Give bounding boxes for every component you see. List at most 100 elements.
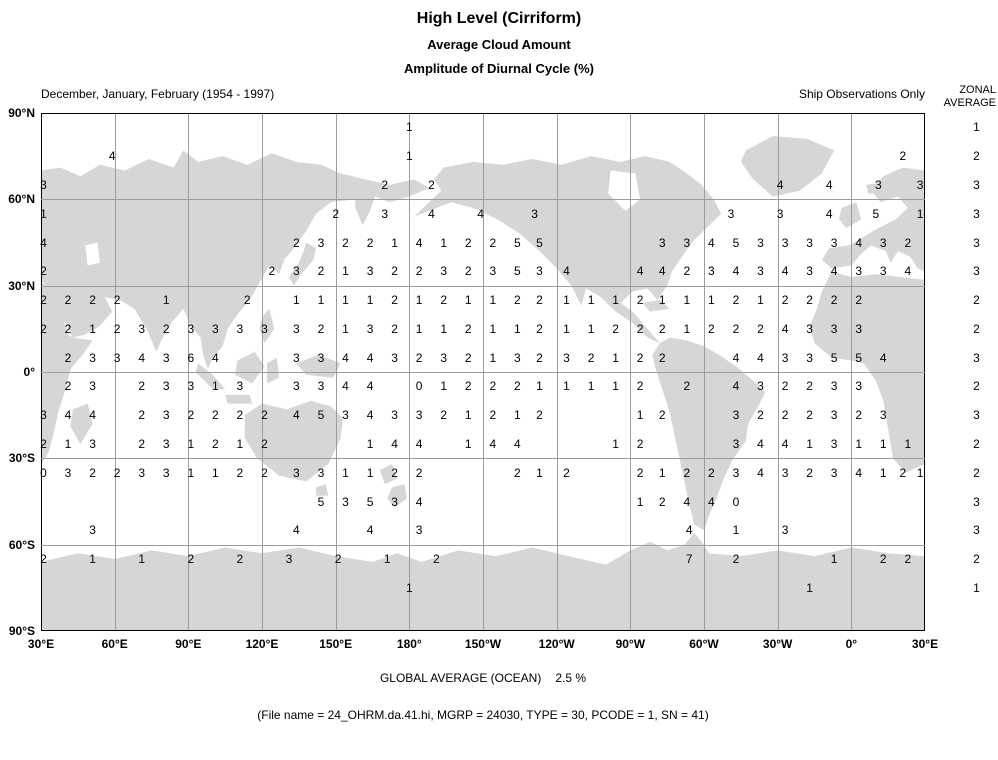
grid-value: 3 [757, 235, 764, 250]
grid-value: 1 [916, 206, 924, 221]
land-sulawesi [266, 357, 280, 384]
grid-value: 1 [342, 264, 349, 279]
grid-value: 2 [261, 465, 268, 480]
zonal-average-value: 3 [973, 408, 980, 423]
grid-value: 4 [636, 264, 644, 279]
grid-value: 1 [342, 293, 349, 308]
grid-value: 2 [138, 436, 146, 451]
grid-value: 3 [293, 350, 300, 365]
grid-value: 2 [708, 465, 715, 480]
grid-value: 1 [366, 436, 374, 451]
grid-value: 2 [89, 293, 96, 308]
grid-value: 5 [536, 235, 543, 250]
grid-value: 1 [212, 465, 219, 480]
grid-value: 1 [489, 321, 497, 336]
grid-value: 1 [489, 293, 497, 308]
grid-value: 3 [415, 408, 423, 423]
grid-value: 4 [658, 264, 666, 279]
grid-value: 2 [732, 552, 740, 567]
land-java [225, 395, 253, 404]
grid-value: 2 [536, 293, 543, 308]
grid-value: 1 [636, 408, 644, 423]
grid-value: 2 [64, 293, 72, 308]
grid-value: 4 [391, 436, 398, 451]
grid-value: 2 [757, 408, 764, 423]
land-south-america [652, 337, 766, 531]
grid-value: 1 [683, 321, 691, 336]
grid-value: 1 [187, 465, 195, 480]
zonal-average-value: 3 [973, 350, 980, 365]
zonal-average-value: 3 [973, 206, 980, 221]
grid-value: 3 [317, 235, 325, 250]
grid-value: 2 [536, 350, 543, 365]
grid-value: 3 [138, 465, 146, 480]
zonal-average-value: 1 [973, 580, 980, 595]
grid-value: 2 [536, 321, 543, 336]
zonal-average-value: 3 [973, 494, 980, 509]
grid-value: 3 [806, 350, 813, 365]
grid-value: 2 [433, 552, 440, 567]
gridline-horizontal [41, 630, 925, 631]
grid-value: 3 [879, 408, 887, 423]
grid-value: 2 [904, 235, 912, 250]
grid-value: 2 [732, 321, 740, 336]
grid-value: 1 [464, 293, 472, 308]
grid-value: 3 [440, 350, 448, 365]
grid-value: 3 [366, 264, 374, 279]
sea-hudson-bay [608, 170, 641, 211]
grid-value: 1 [317, 293, 325, 308]
grid-value: 2 [40, 293, 47, 308]
grid-value: 3 [757, 264, 764, 279]
grid-value: 3 [830, 321, 838, 336]
grid-value: 2 [187, 552, 195, 567]
zonal-average-header: ZONAL AVERAGE [936, 84, 996, 110]
grid-value: 4 [757, 465, 764, 480]
grid-value: 3 [806, 264, 813, 279]
grid-value: 1 [89, 552, 96, 567]
grid-value: 2 [64, 379, 72, 394]
grid-value: 2 [391, 465, 398, 480]
grid-value: 2 [464, 235, 472, 250]
land-sumatra [195, 363, 226, 390]
grid-value: 1 [563, 293, 570, 308]
zonal-average-value: 3 [973, 177, 980, 192]
grid-value: 3 [757, 379, 764, 394]
grid-value: 1 [855, 436, 863, 451]
grid-value: 2 [757, 321, 764, 336]
land-europe [821, 167, 925, 272]
grid-value: 3 [781, 523, 789, 538]
grid-value: 3 [830, 408, 838, 423]
grid-value: 2 [732, 293, 740, 308]
grid-value: 2 [489, 379, 497, 394]
grid-value: 3 [732, 436, 740, 451]
grid-value: 4 [40, 235, 47, 250]
grid-value: 3 [916, 177, 924, 192]
zonal-average-value: 2 [973, 552, 980, 567]
y-tick-label: 60°S [8, 537, 35, 552]
grid-value: 3 [879, 264, 887, 279]
grid-value: 1 [64, 436, 72, 451]
grid-value: 3 [162, 408, 170, 423]
grid-value: 1 [563, 379, 570, 394]
grid-value: 2 [464, 350, 472, 365]
grid-value: 2 [879, 552, 887, 567]
grid-value: 2 [904, 552, 912, 567]
grid-value: 4 [776, 177, 784, 192]
grid-value: 4 [732, 264, 740, 279]
grid-value: 1 [342, 465, 349, 480]
file-info-line: (File name = 24_OHRM.da.41.hi, MGRP = 24… [257, 708, 709, 722]
grid-value: 1 [440, 235, 448, 250]
grid-value: 2 [636, 379, 644, 394]
grid-value: 2 [138, 379, 146, 394]
grid-value: 4 [855, 465, 863, 480]
grid-value: 1 [757, 293, 764, 308]
grid-value: 2 [464, 321, 472, 336]
grid-value: 2 [636, 321, 644, 336]
grid-value: 2 [489, 408, 497, 423]
land-tasmania [316, 484, 329, 496]
land-madagascar [70, 403, 93, 444]
grid-value: 3 [781, 465, 789, 480]
grid-value: 4 [415, 436, 423, 451]
grid-value: 3 [830, 379, 838, 394]
